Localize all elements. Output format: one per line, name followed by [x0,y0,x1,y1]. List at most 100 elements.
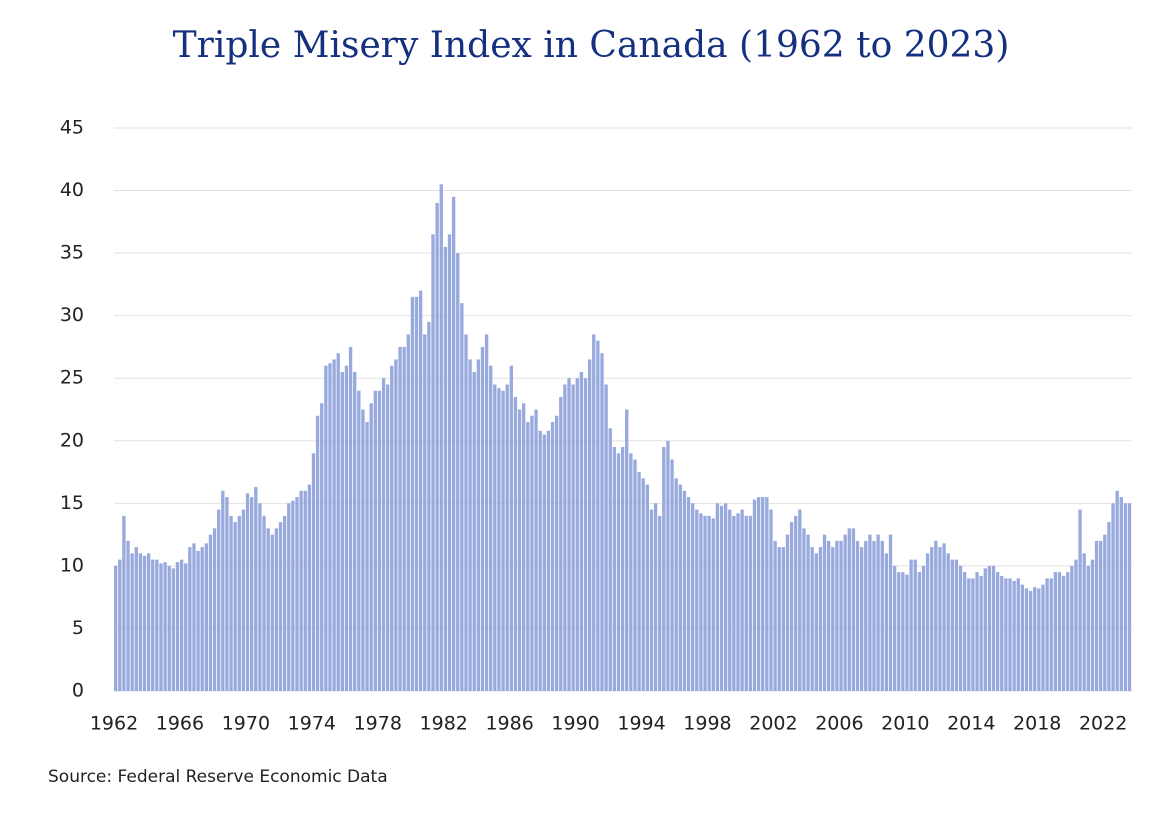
bar [715,503,720,691]
bar [414,296,419,691]
bar [155,559,159,691]
bar [509,365,513,691]
bar [311,453,316,691]
bar [744,515,748,691]
bar [612,447,617,691]
bar [637,472,641,691]
bar [897,572,901,691]
bar [666,440,670,691]
bar [410,296,415,691]
bar [802,528,806,691]
bar [451,196,456,692]
bar [233,522,237,691]
bar [212,528,217,691]
bar [1123,503,1128,691]
bar [489,365,493,691]
bar [505,384,509,691]
bar [1008,578,1012,691]
bar [831,547,835,691]
x-tick-label: 2018 [1013,713,1061,735]
bar [674,478,678,691]
bar [1033,587,1037,691]
bar [493,384,497,691]
bar [917,572,922,691]
bar [723,503,728,691]
x-tick-label: 2022 [1079,713,1127,735]
bar [295,497,299,691]
bar [835,540,839,691]
bar [608,428,612,691]
bar [538,430,542,691]
bar [299,490,303,691]
bar [579,371,584,691]
bar [184,563,188,691]
bar [563,384,567,691]
bar [695,509,699,691]
bar [134,547,138,691]
bar [381,378,386,691]
x-tick-label: 1986 [485,713,533,735]
bar [658,515,662,691]
bar [719,505,724,691]
bar [468,359,472,691]
bar [641,478,645,691]
bar [592,334,596,691]
bar [171,568,176,691]
bar [476,359,481,691]
bar [806,534,810,691]
bar [798,509,802,691]
bar [435,203,439,692]
bar [1103,534,1107,691]
bar [629,453,633,691]
bar [365,422,369,691]
bar [843,534,847,691]
bar [1024,588,1029,691]
bar [736,513,740,691]
bar [587,359,592,691]
bar [542,434,546,691]
bar [517,409,522,691]
bar [431,234,435,691]
bar [859,547,864,691]
bar [225,497,229,691]
bar [118,559,122,691]
bar [662,447,666,691]
bar [773,540,777,691]
bar [1127,503,1132,691]
y-tick-label: 0 [72,680,84,702]
x-tick-label: 2010 [881,713,929,735]
bar [1000,575,1004,691]
bar [447,234,452,691]
bar [876,534,880,691]
y-tick-label: 30 [60,304,84,326]
bar [320,403,324,691]
bar [196,550,200,691]
bar [1020,584,1025,691]
bar [888,534,893,691]
bar [633,459,637,691]
bar [880,540,884,691]
bar [1082,553,1086,691]
bar [439,184,443,692]
y-tick-label: 20 [60,429,84,451]
bar [934,540,938,691]
bar [1049,578,1053,691]
bar [954,559,959,691]
bar [921,565,926,691]
bar [167,565,171,691]
bar [872,540,876,691]
bar [394,359,398,691]
y-tick-label: 35 [60,242,84,264]
bar [765,497,769,691]
bar [653,503,658,691]
bar [995,572,1000,691]
bar [159,563,163,691]
x-tick-label: 1978 [354,713,402,735]
y-tick-label: 40 [60,179,84,201]
bar [913,559,917,691]
bar [282,515,287,691]
bar [550,422,555,691]
bar [670,459,674,691]
bar [699,513,703,691]
